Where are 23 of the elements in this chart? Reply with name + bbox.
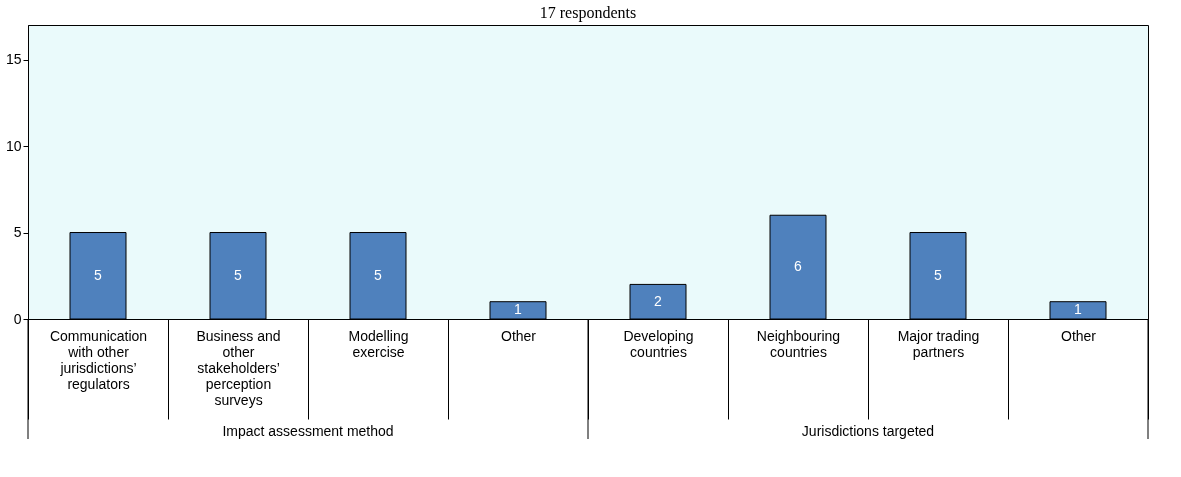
x-tick-label: Business and other stakeholders’ perception surveys <box>196 327 281 408</box>
x-tick-label: Major trading partners <box>897 327 980 360</box>
data-label: 2 <box>654 292 663 309</box>
data-label: 5 <box>374 266 383 283</box>
y-tick-label: 0 <box>13 310 22 327</box>
text: Jurisdictions targeted <box>801 423 935 439</box>
data-label: 1 <box>514 301 523 318</box>
x-tick-label: Communication with other jurisdictions’ regulators <box>49 327 148 392</box>
x-tick-label: Neighbouring countries <box>756 327 841 360</box>
data-label: 5 <box>934 266 943 283</box>
y-tick-label: 15 <box>5 51 22 68</box>
data-label: 1 <box>1074 301 1083 318</box>
y-tick-label: 10 <box>5 137 22 154</box>
data-label: 6 <box>794 258 803 275</box>
text: Impact assessment method <box>222 423 394 439</box>
x-tick-label: Other <box>500 327 537 344</box>
data-label: 5 <box>94 266 103 283</box>
x-tick-label: Other <box>1060 327 1097 344</box>
x-tick-label: Modelling exercise <box>348 327 409 360</box>
x-tick-label: Developing countries <box>623 327 694 360</box>
y-tick-label: 5 <box>13 224 22 241</box>
chart-title: 17 respondents <box>539 4 637 22</box>
data-label: 5 <box>234 266 243 283</box>
